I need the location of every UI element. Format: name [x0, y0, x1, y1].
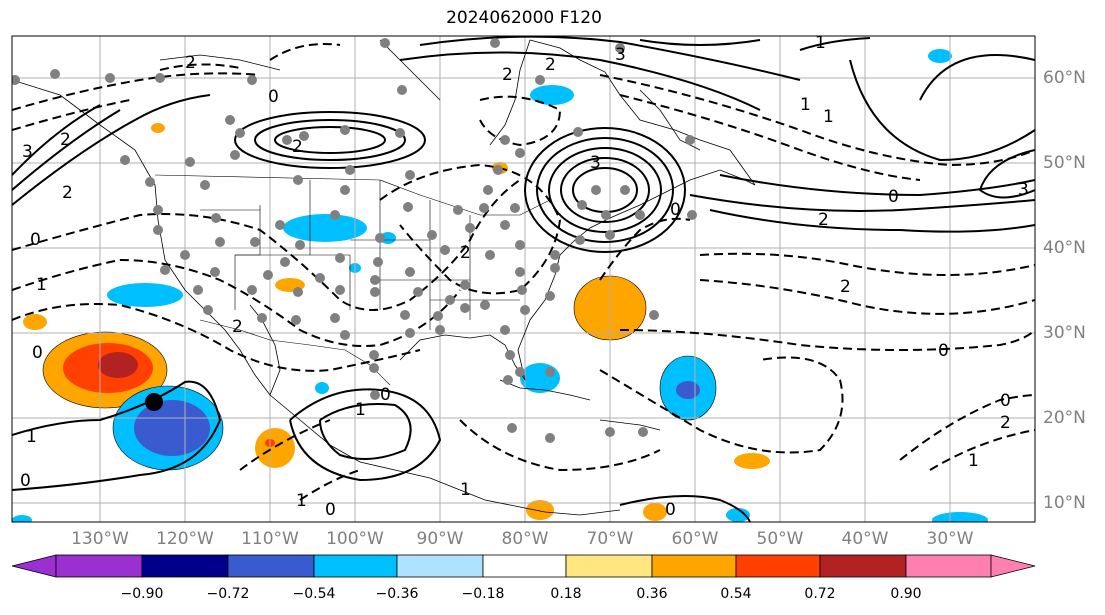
contour-label: 0 [20, 471, 31, 491]
colorbar-segment [55, 554, 143, 578]
lon-label: 50°W [756, 529, 804, 549]
lon-label: 80°W [501, 529, 549, 549]
lon-label: 100°W [326, 529, 384, 549]
contour-label: 0 [938, 341, 949, 361]
contour-label: 0 [30, 230, 41, 250]
lon-label: 90°W [416, 529, 464, 549]
contour-label: 2 [818, 210, 829, 230]
contour-label: 2 [840, 277, 851, 297]
contour-label: 2 [545, 55, 556, 75]
contour-label: 1 [460, 480, 471, 500]
contour-label: 1 [26, 427, 37, 447]
colorbar-segment [141, 554, 229, 578]
lon-label: 30°W [926, 529, 974, 549]
contour-label: 2 [60, 130, 71, 150]
contours-dashed [12, 43, 1035, 501]
lon-label: 70°W [586, 529, 634, 549]
map-frame [11, 35, 1036, 523]
lat-label: 10°N [1043, 493, 1086, 513]
contour-label: 3 [22, 142, 33, 162]
colorbar-tick-label: 0.36 [636, 586, 668, 602]
contour-label: 0 [1000, 391, 1011, 411]
colorbar-segment [227, 554, 315, 578]
contour-label: 0 [670, 200, 681, 220]
contour-label: 0 [888, 187, 899, 207]
contour-label: 0 [325, 500, 336, 520]
storm-center-marker [145, 393, 163, 411]
colorbar-segment [482, 554, 567, 578]
colorbar-segment [819, 554, 907, 578]
lat-label: 40°N [1043, 238, 1086, 258]
colorbar-extend-left [11, 554, 57, 578]
colorbar-segment [735, 554, 821, 578]
contour-label: 2 [460, 243, 471, 263]
lon-label: 120°W [156, 529, 214, 549]
contour-label: 0 [268, 87, 279, 107]
lon-label: 40°W [841, 529, 889, 549]
colorbar-tick-label: 0.18 [550, 586, 582, 602]
contour-label: 2 [185, 53, 196, 73]
contour-label: 1 [355, 400, 366, 420]
colorbar-segment [651, 554, 737, 578]
colorbar [11, 554, 1036, 578]
colorbar-segment [313, 554, 398, 578]
lat-label: 20°N [1043, 408, 1086, 428]
station-markers [12, 38, 697, 443]
map-title: 2024062000 F120 [446, 8, 602, 28]
contour-label: 3 [590, 153, 601, 173]
colorbar-segment [396, 554, 484, 578]
contour-label: 1 [800, 95, 811, 115]
colorbar-segment [565, 554, 653, 578]
contour-label: 2 [502, 65, 513, 85]
contour-label: 2 [62, 183, 73, 203]
lon-label: 110°W [241, 529, 299, 549]
contour-label: 2 [292, 137, 303, 157]
lat-label: 50°N [1043, 153, 1086, 173]
contour-label: 0 [380, 385, 391, 405]
contour-label: 1 [296, 491, 307, 511]
colorbar-tick-label: 0.72 [804, 586, 836, 602]
graticule [12, 36, 1035, 522]
colorbar-tick-label: −0.90 [120, 586, 164, 602]
colorbar-tick-label: −0.54 [292, 586, 336, 602]
lat-label: 30°N [1043, 323, 1086, 343]
colorbar-tick-label: −0.18 [461, 586, 505, 602]
colorbar-tick-label: −0.36 [375, 586, 419, 602]
contour-label: 1 [823, 107, 834, 127]
contour-label: 0 [32, 343, 43, 363]
contour-label: 1 [968, 451, 979, 471]
contour-label: 1 [815, 33, 826, 53]
colorbar-segment [905, 554, 992, 578]
colorbar-tick-label: −0.72 [206, 586, 250, 602]
contour-label: 2 [232, 317, 243, 337]
contours-solid [12, 36, 1035, 522]
contour-label: 2 [1000, 413, 1011, 433]
contour-label: 1 [36, 275, 47, 295]
contour-label: 3 [1018, 180, 1029, 200]
contour-labels: 2 2 3 2 3 2 2 0 0 1 2 2 0 1 0 1 0 1 0 3 … [20, 33, 1029, 520]
lat-label: 60°N [1043, 68, 1086, 88]
contour-label: 0 [665, 500, 676, 520]
lon-label: 130°W [71, 529, 129, 549]
contour-label: 3 [615, 45, 626, 65]
lon-label: 60°W [671, 529, 719, 549]
colorbar-tick-label: 0.54 [720, 586, 752, 602]
colorbar-tick-label: 0.90 [890, 586, 922, 602]
colorbar-extend-right [990, 554, 1036, 578]
